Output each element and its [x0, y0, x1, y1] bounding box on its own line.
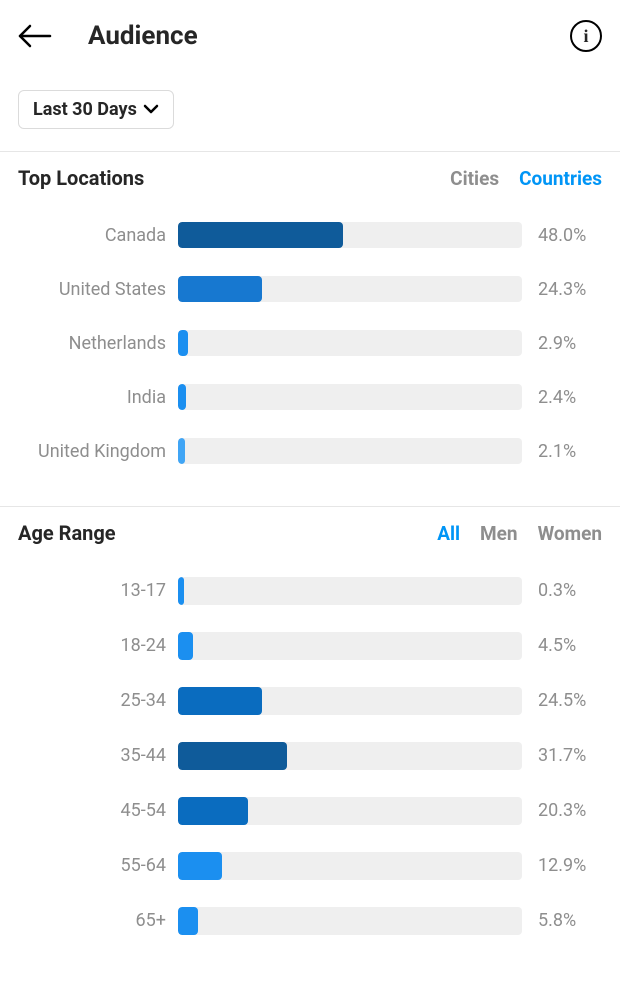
bar-value: 2.4%: [522, 387, 602, 408]
bar-fill: [178, 222, 343, 248]
locations-chart: Canada 48.0% United States 24.3% Netherlands…: [0, 208, 620, 478]
bar-fill: [178, 384, 186, 410]
bar-value: 48.0%: [522, 225, 602, 246]
age-tabs: All Men Women: [437, 522, 602, 545]
bar-fill: [178, 687, 262, 715]
bar-value: 4.5%: [522, 635, 602, 656]
bar-label: 65+: [18, 910, 178, 931]
bar-label: 45-54: [18, 800, 178, 821]
tab-men[interactable]: Men: [480, 522, 518, 545]
bar-row: Netherlands 2.9%: [0, 316, 620, 370]
bar-label: 25-34: [18, 690, 178, 711]
bar-row: 18-24 4.5%: [0, 618, 620, 673]
bar-fill: [178, 438, 185, 464]
bar-row: United Kingdom 2.1%: [0, 424, 620, 478]
bar-label: 35-44: [18, 745, 178, 766]
bar-value: 2.9%: [522, 333, 602, 354]
bar-label: Netherlands: [18, 333, 178, 354]
bar-track: [178, 632, 522, 660]
bar-row: Canada 48.0%: [0, 208, 620, 262]
bar-fill: [178, 852, 222, 880]
bar-label: 18-24: [18, 635, 178, 656]
bar-track: [178, 222, 522, 248]
locations-tabs: Cities Countries: [450, 167, 602, 190]
bar-fill: [178, 742, 287, 770]
bar-fill: [178, 577, 184, 605]
bar-track: [178, 797, 522, 825]
bar-row: India 2.4%: [0, 370, 620, 424]
bar-label: Canada: [18, 225, 178, 246]
bar-value: 0.3%: [522, 580, 602, 601]
bar-value: 31.7%: [522, 745, 602, 766]
date-filter-row: Last 30 Days: [0, 72, 620, 151]
bar-track: [178, 577, 522, 605]
bar-track: [178, 852, 522, 880]
bar-row: 25-34 24.5%: [0, 673, 620, 728]
bar-row: United States 24.3%: [0, 262, 620, 316]
bar-row: 55-64 12.9%: [0, 838, 620, 893]
bar-track: [178, 276, 522, 302]
bar-value: 24.5%: [522, 690, 602, 711]
back-arrow-icon[interactable]: [18, 24, 58, 48]
bar-row: 45-54 20.3%: [0, 783, 620, 838]
bar-value: 2.1%: [522, 441, 602, 462]
tab-countries[interactable]: Countries: [519, 167, 602, 190]
age-section-title: Age Range: [18, 521, 437, 545]
bar-track: [178, 384, 522, 410]
bar-label: United Kingdom: [18, 441, 178, 462]
age-section: Age Range All Men Women 13-17 0.3% 18-24 4.…: [0, 507, 620, 948]
bar-label: India: [18, 387, 178, 408]
bar-value: 5.8%: [522, 910, 602, 931]
date-filter-dropdown[interactable]: Last 30 Days: [18, 90, 174, 129]
section-gap: [0, 478, 620, 506]
bar-value: 24.3%: [522, 279, 602, 300]
chevron-down-icon: [143, 102, 159, 118]
bar-track: [178, 687, 522, 715]
info-icon[interactable]: i: [570, 20, 602, 52]
bar-track: [178, 438, 522, 464]
bar-row: 35-44 31.7%: [0, 728, 620, 783]
page-title: Audience: [88, 21, 570, 51]
bar-label: United States: [18, 279, 178, 300]
bar-fill: [178, 907, 198, 935]
bar-fill: [178, 797, 248, 825]
bar-value: 20.3%: [522, 800, 602, 821]
bar-row: 13-17 0.3%: [0, 563, 620, 618]
bar-track: [178, 330, 522, 356]
tab-cities[interactable]: Cities: [450, 167, 499, 190]
bar-track: [178, 742, 522, 770]
bar-value: 12.9%: [522, 855, 602, 876]
bar-label: 13-17: [18, 580, 178, 601]
bar-track: [178, 907, 522, 935]
tab-all[interactable]: All: [437, 522, 460, 545]
tab-women[interactable]: Women: [538, 522, 602, 545]
bar-fill: [178, 330, 188, 356]
bar-fill: [178, 276, 262, 302]
locations-section-title: Top Locations: [18, 166, 450, 190]
bar-label: 55-64: [18, 855, 178, 876]
header: Audience i: [0, 0, 620, 72]
locations-section-header: Top Locations Cities Countries: [0, 152, 620, 208]
date-filter-label: Last 30 Days: [33, 99, 137, 120]
age-chart: 13-17 0.3% 18-24 4.5% 25-34 24.5% 35-44 31.7% 45…: [0, 563, 620, 948]
bar-row: 65+ 5.8%: [0, 893, 620, 948]
age-section-header: Age Range All Men Women: [0, 507, 620, 563]
bar-fill: [178, 632, 193, 660]
